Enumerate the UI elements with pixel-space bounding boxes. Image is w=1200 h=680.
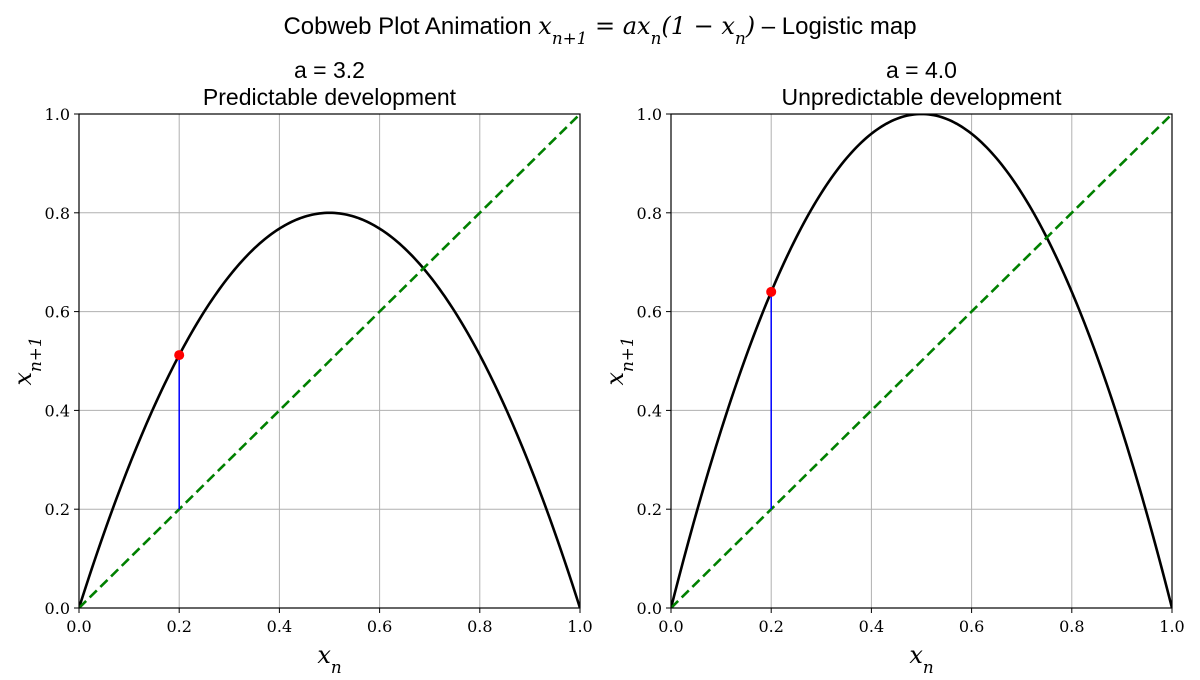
figure-title-text: Cobweb Plot Animation [283,13,538,40]
y-axis-label: xn+1 [9,336,45,385]
logistic-curve [79,211,580,608]
y-tick-label: 0.0 [45,599,70,618]
x-tick-label: 0.8 [467,617,492,636]
x-tick-label: 1.0 [1159,617,1184,636]
figure-title-suffix: – Logistic map [755,13,916,40]
chart-title: a = 3.2 [294,57,365,83]
figure-title-equation: xn+1 = axn(1 − xn) [538,12,755,48]
y-tick-label: 0.4 [637,401,662,420]
x-tick-label: 0.0 [658,617,683,636]
x-tick-label: 1.0 [567,617,592,636]
y-tick-label: 0.6 [637,303,662,322]
y-tick-label: 1.0 [45,105,70,124]
x-tick-label: 0.4 [267,617,292,636]
y-tick-label: 0.6 [45,303,70,322]
chart-subtitle: Unpredictable development [781,84,1062,110]
x-axis-label: xn [909,641,933,677]
y-tick-label: 0.2 [637,500,662,519]
y-axis-label: xn+1 [601,336,637,385]
y-tick-label: 0.0 [637,599,662,618]
x-tick-label: 0.4 [859,617,884,636]
y-tick-label: 0.4 [45,401,70,420]
x-tick-label: 0.0 [66,617,91,636]
plot-area [79,114,580,608]
x-axis-label: xn [317,641,341,677]
x-tick-label: 0.2 [758,617,783,636]
chart-title: a = 4.0 [886,57,957,83]
y-tick-label: 0.8 [45,204,70,223]
x-tick-label: 0.6 [367,617,392,636]
figure-title: Cobweb Plot Animation xn+1 = axn(1 − xn)… [283,12,916,48]
chart-subtitle: Predictable development [203,84,457,110]
plot-area [671,114,1172,608]
y-tick-label: 0.8 [637,204,662,223]
y-tick-label: 0.2 [45,500,70,519]
current-point [766,286,777,297]
identity-line [79,114,580,608]
logistic-curve [671,114,1172,608]
x-tick-label: 0.8 [1059,617,1084,636]
x-tick-label: 0.2 [166,617,191,636]
identity-line [671,114,1172,608]
current-point [174,350,185,361]
axes-frame [78,113,581,609]
y-tick-label: 1.0 [637,105,662,124]
x-tick-label: 0.6 [959,617,984,636]
axes-frame [670,113,1173,609]
